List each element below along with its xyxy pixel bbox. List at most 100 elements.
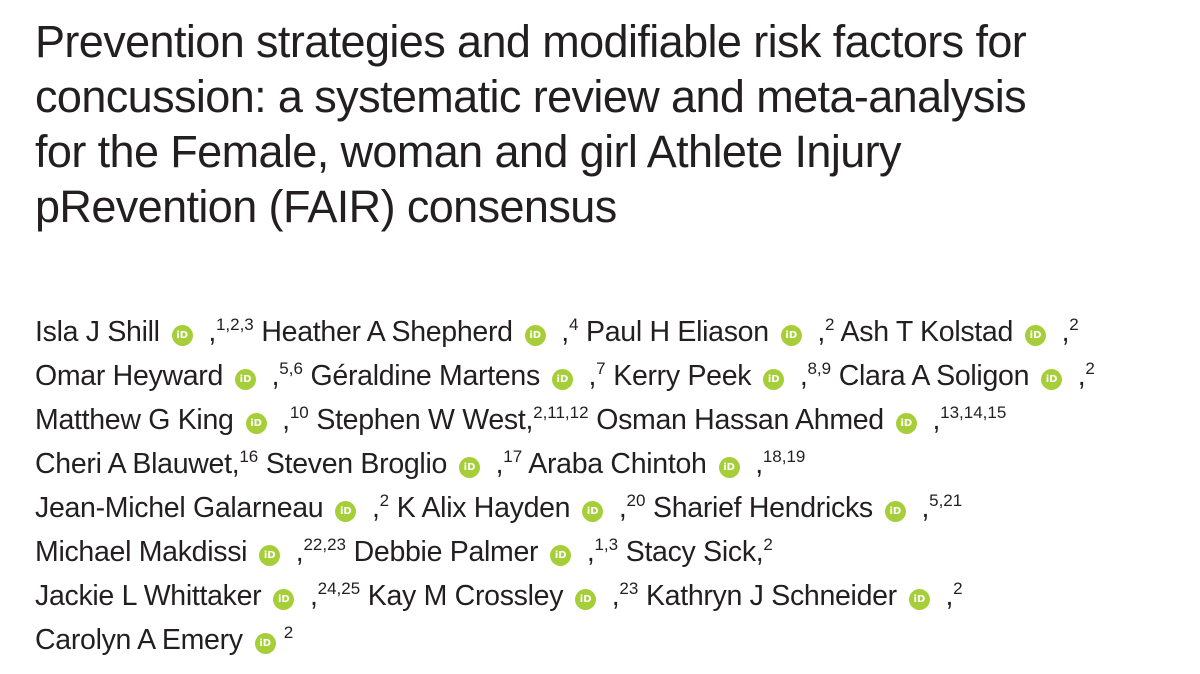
orcid-icon[interactable]: iD (582, 501, 604, 522)
author-line: Matthew G King iD ,10 Stephen W West,2,11… (35, 398, 1185, 442)
affiliation-marker: 4 (568, 315, 579, 334)
affiliation-marker: 23 (619, 579, 639, 598)
orcid-icon[interactable]: iD (524, 325, 546, 346)
author-name: Cheri A Blauwet, (35, 448, 240, 480)
affiliation-marker: 2 (763, 535, 773, 554)
author: Kay M Crossley iD ,23 (367, 579, 639, 612)
author-separator: , (200, 316, 216, 348)
author-name: Kay M Crossley (367, 580, 564, 612)
orcid-icon[interactable]: iD (908, 589, 930, 610)
author-separator: , (1070, 360, 1086, 392)
orcid-icon[interactable]: iD (335, 501, 357, 522)
author-separator: , (611, 492, 627, 524)
orcid-icon[interactable]: iD (550, 545, 572, 566)
affiliation-marker: 5,21 (929, 491, 963, 510)
author-list: Isla J Shill iD ,1,2,3 Heather A Shepherd… (35, 310, 1185, 662)
author-name: Carolyn A Emery (35, 624, 243, 656)
author-line: Jean-Michel Galarneau iD ,2 K Alix Hayden… (35, 486, 1185, 530)
author: Araba Chintoh iD ,18,19 (528, 447, 806, 480)
author-name: Sharief Hendricks (653, 492, 873, 524)
affiliation-marker: 10 (289, 403, 309, 422)
orcid-icon[interactable]: iD (763, 369, 785, 390)
author: Steven Broglio iD ,17 (266, 447, 523, 480)
orcid-icon[interactable]: iD (245, 413, 267, 434)
author: K Alix Hayden iD ,20 (396, 491, 646, 524)
author-separator: , (274, 404, 290, 436)
author-name: Debbie Palmer (353, 536, 539, 568)
article-header: Prevention strategies and modifiable ris… (35, 14, 1175, 234)
affiliation-marker: 7 (596, 359, 606, 378)
orcid-icon[interactable]: iD (895, 413, 917, 434)
author-separator: , (604, 580, 620, 612)
affiliation-marker: 2 (283, 623, 294, 642)
author: Cheri A Blauwet,16 (35, 447, 259, 480)
affiliation-marker: 20 (626, 491, 646, 510)
orcid-icon[interactable]: iD (1025, 325, 1047, 346)
author-separator: , (364, 492, 380, 524)
author-name: Stacy Sick, (625, 536, 764, 568)
affiliation-marker: 2 (379, 491, 390, 510)
author-separator: , (488, 448, 504, 480)
affiliation-marker: 17 (503, 447, 523, 466)
affiliation-marker: 18,19 (762, 447, 806, 466)
author: Carolyn A Emery iD 2 (35, 623, 294, 656)
orcid-icon[interactable]: iD (235, 369, 257, 390)
author-name: Michael Makdissi (35, 536, 248, 568)
author-name: Kathryn J Schneider (645, 580, 897, 612)
author-line: Isla J Shill iD ,1,2,3 Heather A Shepherd… (35, 310, 1185, 354)
author-separator: , (792, 360, 808, 392)
author-name: Kerry Peek (613, 360, 752, 392)
orcid-icon[interactable]: iD (273, 589, 295, 610)
author-name: Isla J Shill (35, 316, 160, 348)
title-line: concussion: a systematic review and meta… (35, 71, 1027, 122)
author-separator: , (580, 360, 597, 392)
affiliation-marker: 13,14,15 (940, 403, 1007, 422)
orcid-icon[interactable]: iD (718, 457, 740, 478)
author-name: Jackie L Whittaker (35, 580, 262, 612)
affiliation-marker: 2,11,12 (533, 403, 589, 422)
author: Omar Heyward iD ,5,6 (35, 359, 303, 392)
author-name: Stephen W West, (316, 404, 534, 436)
author-name: Osman Hassan Ahmed (596, 404, 884, 436)
affiliation-marker: 2 (1085, 359, 1095, 378)
author: Jackie L Whittaker iD ,24,25 (35, 579, 361, 612)
orcid-icon[interactable]: iD (259, 545, 281, 566)
orcid-icon[interactable]: iD (171, 325, 193, 346)
article-title: Prevention strategies and modifiable ris… (35, 14, 1175, 234)
orcid-icon[interactable]: iD (254, 633, 276, 654)
affiliation-marker: 24,25 (317, 579, 361, 598)
orcid-icon[interactable]: iD (575, 589, 597, 610)
affiliation-marker: 8,9 (807, 359, 832, 378)
author-name: K Alix Hayden (396, 492, 571, 524)
author: Stacy Sick,2 (625, 535, 773, 568)
orcid-icon[interactable]: iD (1041, 369, 1063, 390)
author-name: Ash T Kolstad (840, 316, 1014, 348)
orcid-icon[interactable]: iD (459, 457, 481, 478)
author: Sharief Hendricks iD ,5,21 (653, 491, 963, 524)
author-name: Matthew G King (35, 404, 234, 436)
affiliation-marker: 2 (1069, 315, 1079, 334)
author-separator: , (264, 360, 280, 392)
author: Géraldine Martens iD ,7 (310, 359, 606, 392)
title-line: for the Female, woman and girl Athlete I… (35, 126, 902, 177)
author-separator: , (1054, 316, 1070, 348)
author: Michael Makdissi iD ,22,23 (35, 535, 346, 568)
orcid-icon[interactable]: iD (780, 325, 802, 346)
author-line: Omar Heyward iD ,5,6 Géraldine Martens iD … (35, 354, 1185, 398)
author-name: Géraldine Martens (310, 360, 541, 392)
affiliation-marker: 16 (239, 447, 259, 466)
author: Osman Hassan Ahmed iD ,13,14,15 (596, 403, 1007, 436)
author-name: Heather A Shepherd (261, 316, 513, 348)
author-line: Jackie L Whittaker iD ,24,25 Kay M Crossl… (35, 574, 1185, 618)
author-name: Clara A Soligon (838, 360, 1030, 392)
author-separator: , (913, 492, 930, 524)
author-separator: , (302, 580, 318, 612)
affiliation-marker: 5,6 (279, 359, 303, 378)
orcid-icon[interactable]: iD (884, 501, 906, 522)
author-name: Omar Heyward (35, 360, 224, 392)
author-line: Cheri A Blauwet,16 Steven Broglio iD ,17 … (35, 442, 1185, 486)
author-name: Araba Chintoh (528, 448, 707, 480)
orcid-icon[interactable]: iD (551, 369, 573, 390)
author: Kathryn J Schneider iD ,2 (645, 579, 963, 612)
author: Debbie Palmer iD ,1,3 (353, 535, 619, 568)
